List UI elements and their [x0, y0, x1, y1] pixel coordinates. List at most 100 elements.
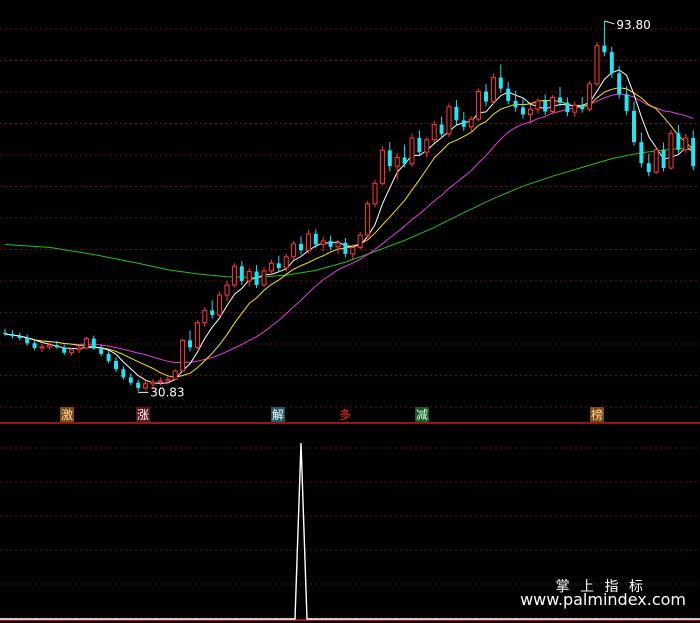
candle-body-up	[527, 108, 533, 115]
candle-body-down	[639, 142, 644, 164]
candle-body-down	[188, 340, 192, 348]
candle-body-down	[402, 157, 407, 164]
candle-body-up	[157, 380, 163, 383]
ma10-line	[4, 87, 694, 379]
candle-body-up	[165, 378, 171, 382]
candle-body-up	[394, 156, 400, 167]
candle-body-down	[617, 73, 622, 95]
candle-body-down	[624, 94, 629, 111]
signal-label: 榜	[591, 407, 603, 422]
candle-body-up	[76, 347, 82, 351]
candle-body-down	[114, 360, 118, 370]
candle-body-down	[387, 150, 392, 167]
candle-body-down	[121, 369, 126, 378]
candle-body-down	[10, 333, 15, 337]
candle-body-down	[17, 336, 22, 338]
candle-body-up	[268, 262, 274, 272]
candle-body-up	[668, 132, 674, 169]
candle-body-down	[106, 353, 111, 361]
candle-body-up	[476, 91, 482, 120]
candle-body-up	[305, 233, 311, 251]
candle-body-up	[535, 100, 541, 110]
candle-body-up	[490, 76, 496, 103]
candle-body-down	[299, 243, 303, 251]
candle-body-up	[572, 104, 578, 113]
candle-body-up	[261, 270, 267, 286]
candle-body-down	[676, 133, 681, 150]
candle-body-down	[602, 45, 607, 53]
high-price-label: 93.80	[616, 18, 650, 32]
low-price-label: 30.83	[150, 385, 184, 399]
candle-body-up	[409, 137, 415, 165]
candle-body-down	[513, 100, 518, 108]
candle-body-up	[46, 344, 52, 348]
signal-badge	[60, 407, 74, 422]
candle-body-down	[210, 310, 215, 316]
candle-body-up	[372, 182, 378, 205]
candle-body-up	[550, 96, 556, 113]
candle-body-down	[580, 105, 585, 110]
watermark-url: www.palmindex.com	[520, 590, 686, 609]
candle-body-down	[99, 348, 104, 354]
candle-body-up	[424, 139, 430, 153]
candle-body-up	[291, 243, 297, 258]
watermark-title: 掌 上 指 标	[555, 579, 646, 595]
candle-body-up	[335, 242, 341, 248]
candle-body-up	[594, 45, 600, 85]
candle-body-down	[91, 338, 96, 349]
candle-body-up	[653, 149, 659, 173]
candle-body-down	[313, 233, 318, 245]
candle-body-down	[136, 382, 141, 388]
candle-body-up	[431, 123, 437, 141]
candle-body-down	[54, 345, 59, 348]
candle-body-down	[661, 149, 666, 168]
candle-body-up	[224, 284, 230, 296]
signal-label: 多	[339, 408, 351, 422]
candle-body-up	[320, 240, 326, 245]
signal-badge	[271, 407, 285, 422]
candle-body-up	[446, 106, 452, 135]
candle-body-down	[25, 338, 30, 344]
candle-body-up	[202, 309, 208, 324]
candle-body-up	[246, 271, 252, 282]
signal-badge	[590, 407, 604, 422]
high-marker	[604, 20, 615, 25]
candle-body-up	[587, 83, 593, 110]
candle-body-up	[468, 118, 474, 128]
candle-body-down	[128, 377, 133, 383]
signal-badge	[136, 407, 150, 422]
candle-body-up	[365, 203, 371, 236]
candle-body-down	[521, 107, 525, 115]
ma20-line	[4, 93, 694, 364]
candle-body-down	[632, 110, 636, 143]
candle-body-up	[350, 246, 356, 255]
indicator-line	[0, 442, 700, 620]
signal-label: 解	[272, 408, 284, 422]
candle-body-down	[3, 332, 7, 334]
signal-badge	[415, 407, 429, 422]
ma5-line	[4, 69, 694, 385]
candle-body-up	[180, 339, 186, 372]
candle-body-up	[357, 234, 363, 248]
candle-body-down	[328, 240, 333, 247]
ma60-line	[4, 147, 694, 278]
candle-body-down	[439, 124, 444, 134]
candle-body-down	[254, 271, 259, 286]
candle-body-down	[276, 263, 281, 268]
candle-body-up	[143, 383, 149, 389]
candle-body-up	[83, 338, 89, 349]
candle-body-down	[461, 120, 466, 127]
signal-label: 减	[416, 408, 428, 422]
signal-label: 激	[61, 408, 73, 422]
candle-body-down	[609, 52, 614, 74]
candle-body-down	[417, 138, 422, 153]
candle-body-up	[69, 349, 75, 354]
candle-body-down	[484, 91, 488, 102]
candle-body-up	[683, 137, 689, 151]
candle-body-down	[565, 102, 570, 113]
candle-body-up	[39, 346, 45, 349]
candle-body-down	[32, 343, 37, 348]
candle-body-down	[543, 100, 548, 112]
